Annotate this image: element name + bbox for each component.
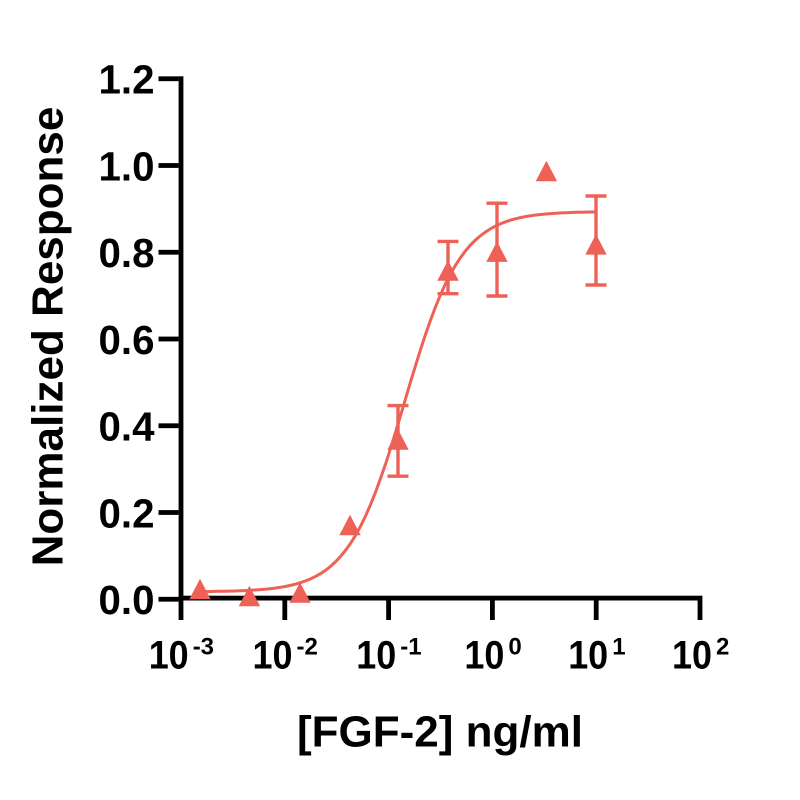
svg-text:100: 10 0 xyxy=(464,633,521,677)
svg-text:101: 10 1 xyxy=(568,633,625,677)
svg-text:0.0: 0.0 xyxy=(99,577,155,623)
svg-text:10-3: 10 -3 xyxy=(149,633,214,677)
svg-text:10-1: 10 -1 xyxy=(356,633,421,677)
svg-text:10-2: 10 -2 xyxy=(253,633,318,677)
svg-text:1.2: 1.2 xyxy=(99,57,155,103)
svg-text:0.8: 0.8 xyxy=(99,230,155,276)
svg-text:Normalized Response: Normalized Response xyxy=(24,107,73,567)
svg-text:0.2: 0.2 xyxy=(99,490,155,536)
svg-text:0.4: 0.4 xyxy=(99,404,155,450)
svg-text:[FGF-2] ng/ml: [FGF-2] ng/ml xyxy=(297,708,583,757)
svg-text:1.0: 1.0 xyxy=(99,143,155,189)
svg-text:0.6: 0.6 xyxy=(99,317,155,363)
svg-text:102: 10 2 xyxy=(672,633,729,677)
